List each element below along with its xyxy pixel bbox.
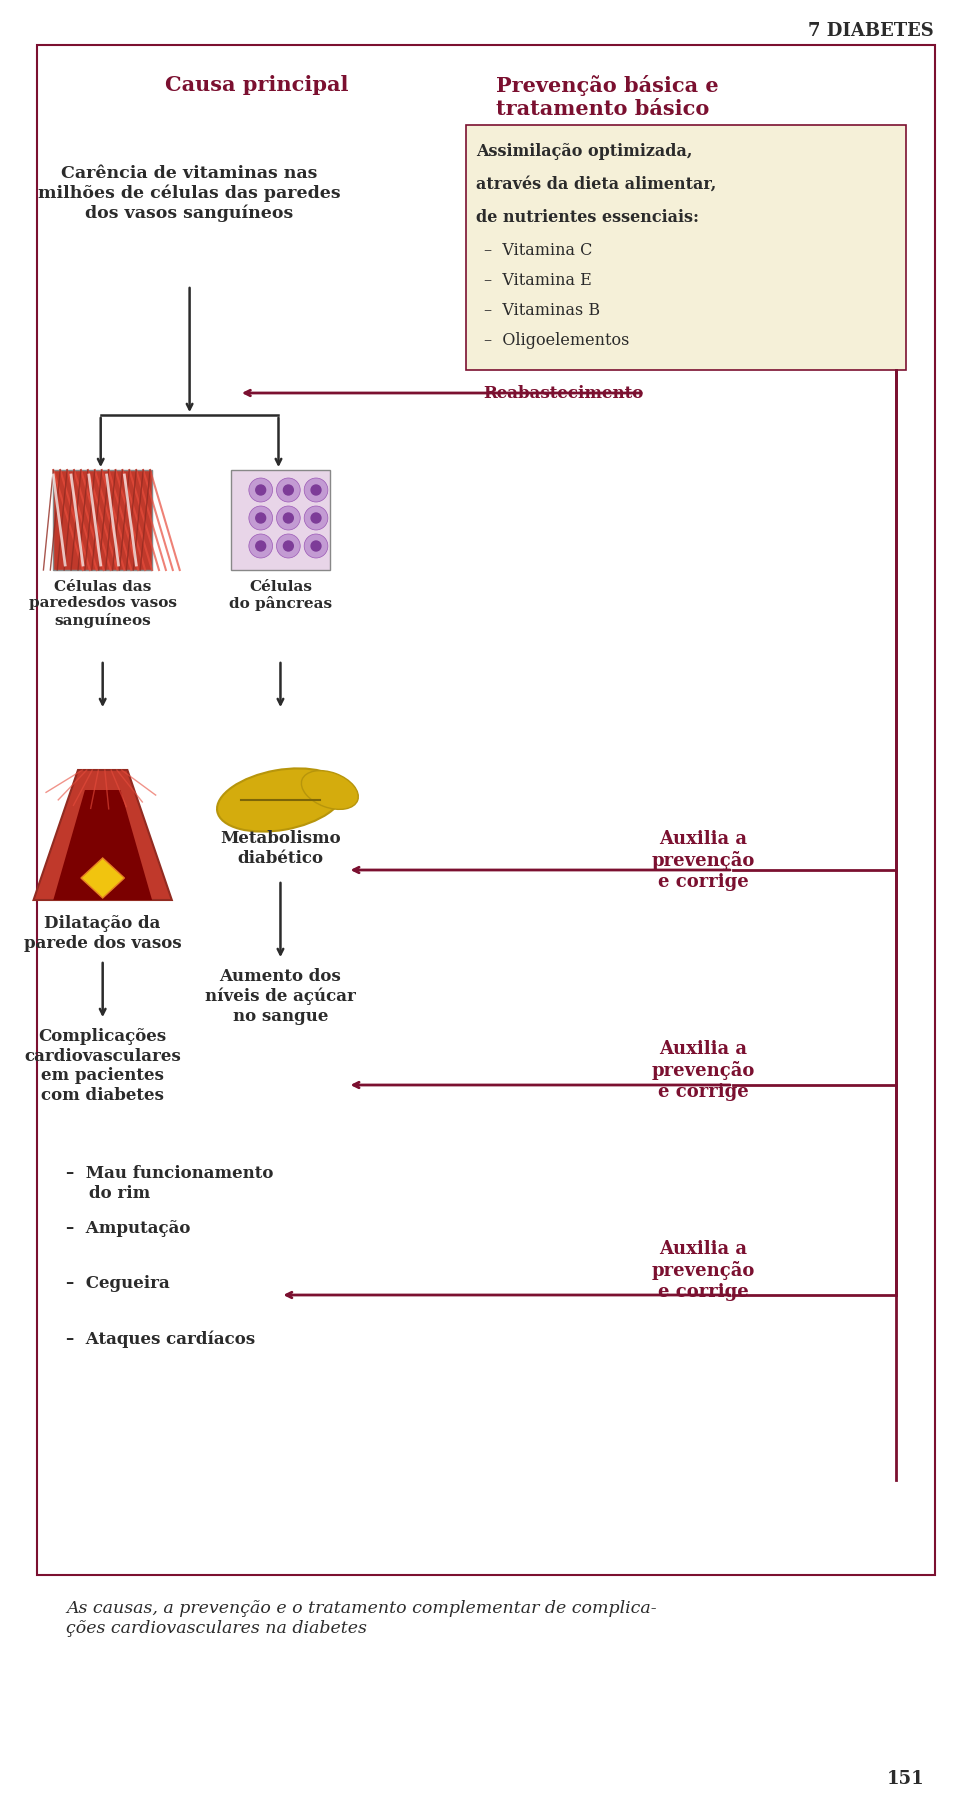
Circle shape: [255, 541, 266, 552]
Polygon shape: [81, 857, 125, 897]
Text: Auxilia a
prevenção
e corrige: Auxilia a prevenção e corrige: [652, 1239, 755, 1301]
Circle shape: [283, 485, 294, 496]
FancyBboxPatch shape: [467, 125, 905, 371]
Circle shape: [249, 478, 273, 503]
Text: Células das
paredesdos vasos
sanguíneos: Células das paredesdos vasos sanguíneos: [29, 581, 177, 628]
Ellipse shape: [301, 771, 358, 809]
Text: –  Vitamina E: – Vitamina E: [484, 271, 591, 289]
Circle shape: [304, 534, 328, 557]
Text: Células
do pâncreas: Células do pâncreas: [228, 581, 332, 611]
Text: Auxilia a
prevenção
e corrige: Auxilia a prevenção e corrige: [652, 1040, 755, 1102]
Text: –  Vitamina C: – Vitamina C: [484, 242, 592, 259]
Text: –  Ataques cardíacos: – Ataques cardíacos: [66, 1330, 255, 1348]
FancyBboxPatch shape: [36, 45, 935, 1576]
Text: Reabastecimento: Reabastecimento: [484, 385, 644, 402]
Circle shape: [249, 507, 273, 530]
FancyBboxPatch shape: [231, 470, 330, 570]
Text: através da dieta alimentar,: através da dieta alimentar,: [476, 175, 716, 194]
Circle shape: [311, 541, 321, 552]
Text: 151: 151: [887, 1769, 924, 1787]
Circle shape: [283, 541, 294, 552]
Circle shape: [255, 485, 266, 496]
Circle shape: [304, 507, 328, 530]
Text: –  Mau funcionamento
    do rim: – Mau funcionamento do rim: [66, 1165, 274, 1201]
Text: –  Vitaminas B: – Vitaminas B: [484, 302, 600, 318]
Text: de nutrientes essenciais:: de nutrientes essenciais:: [476, 210, 699, 226]
Text: –  Cegueira: – Cegueira: [66, 1275, 170, 1292]
Polygon shape: [34, 771, 172, 901]
Text: Auxilia a
prevenção
e corrige: Auxilia a prevenção e corrige: [652, 830, 755, 890]
Text: Assimilação optimizada,: Assimilação optimizada,: [476, 143, 692, 159]
Text: Complicações
cardiovasculares
em pacientes
com diabetes: Complicações cardiovasculares em pacient…: [24, 1028, 181, 1103]
Polygon shape: [54, 791, 152, 901]
Circle shape: [311, 485, 321, 496]
Text: 7 DIABETES: 7 DIABETES: [808, 22, 934, 40]
Circle shape: [311, 514, 321, 523]
Circle shape: [276, 507, 300, 530]
Ellipse shape: [217, 769, 344, 832]
Text: Aumento dos
níveis de açúcar
no sangue: Aumento dos níveis de açúcar no sangue: [205, 968, 356, 1026]
Circle shape: [304, 478, 328, 503]
Text: Prevenção básica e
tratamento básico: Prevenção básica e tratamento básico: [495, 74, 718, 119]
Circle shape: [249, 534, 273, 557]
Text: –  Amputação: – Amputação: [66, 1219, 190, 1237]
Text: As causas, a prevenção e o tratamento complementar de complica-
ções cardiovascu: As causas, a prevenção e o tratamento co…: [66, 1599, 657, 1637]
Text: Causa principal: Causa principal: [165, 74, 348, 96]
Circle shape: [276, 478, 300, 503]
Circle shape: [283, 514, 294, 523]
Circle shape: [276, 534, 300, 557]
FancyBboxPatch shape: [54, 470, 152, 570]
Circle shape: [255, 514, 266, 523]
Text: –  Oligoelementos: – Oligoelementos: [484, 333, 630, 349]
Text: Dilatação da
parede dos vasos: Dilatação da parede dos vasos: [24, 915, 181, 952]
Text: Carência de vitaminas nas
milhões de células das paredes
dos vasos sanguíneos: Carência de vitaminas nas milhões de cél…: [38, 165, 341, 223]
Text: Metabolismo
diabético: Metabolismo diabético: [220, 830, 341, 867]
